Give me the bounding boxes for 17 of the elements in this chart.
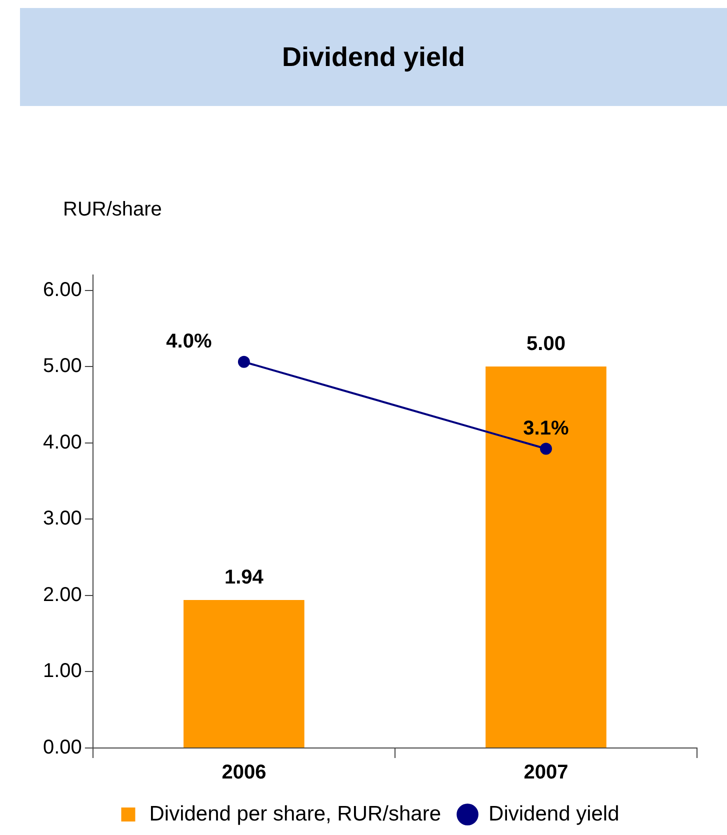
- y-tick-label: 6.00: [42, 278, 82, 301]
- legend-label: Dividend per share, RUR/share: [149, 802, 442, 826]
- y-tick-label: 3.00: [42, 508, 82, 530]
- y-tick-label: 2.00: [42, 584, 82, 606]
- legend-label: Dividend yield: [488, 802, 620, 826]
- chart-title: Dividend yield: [20, 8, 727, 106]
- data-label: 3.1%: [523, 417, 569, 440]
- x-tick-label: 2007: [524, 762, 568, 784]
- data-label: 5.00: [526, 333, 566, 356]
- data-label: 1.94: [224, 566, 264, 589]
- y-tick-label: 1.00: [42, 660, 82, 682]
- data-label: 4.0%: [166, 330, 212, 352]
- y-axis-title: RUR/share: [63, 198, 162, 221]
- y-tick-label: 4.00: [42, 431, 82, 454]
- x-tick-label: 2006: [222, 762, 266, 784]
- y-tick-label: 5.00: [42, 355, 82, 378]
- y-tick-label: 0.00: [42, 736, 82, 759]
